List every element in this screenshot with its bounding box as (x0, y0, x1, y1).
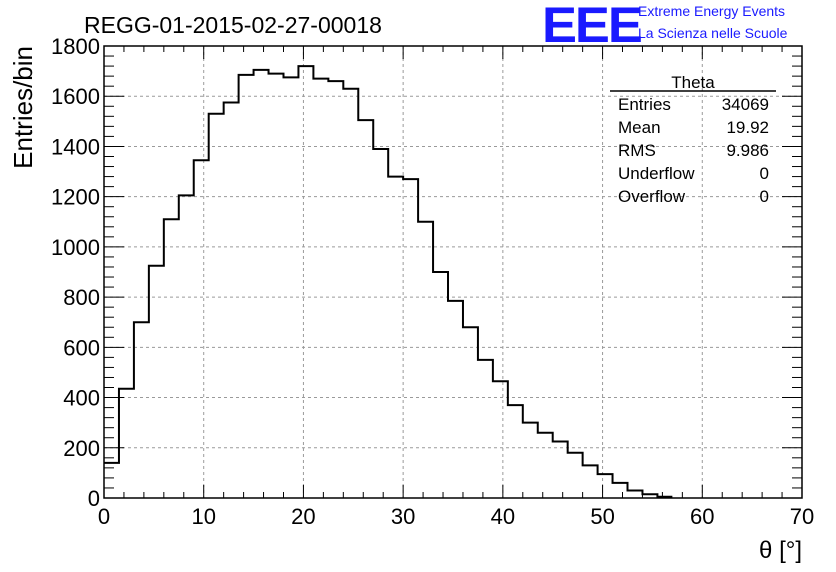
y-tick-label: 600 (63, 335, 100, 360)
histogram-bin (283, 77, 298, 498)
y-tick-label: 1400 (51, 134, 100, 159)
histogram-bin (254, 70, 269, 498)
stats-title: Theta (671, 73, 715, 92)
stats-box: Theta Entries 34069 Mean 19.92 RMS 9.986 Under… (610, 73, 776, 206)
x-tick-label: 50 (590, 504, 614, 529)
x-axis-label: θ [°] (759, 537, 802, 564)
histogram-bin (269, 74, 284, 498)
x-tick-label: 20 (291, 504, 315, 529)
histogram-bin (164, 219, 179, 498)
x-tick-label: 60 (690, 504, 714, 529)
y-tick-label: 1200 (51, 185, 100, 210)
histogram-bin (149, 266, 164, 498)
histogram-bin (224, 103, 239, 499)
stats-rows: Entries 34069 Mean 19.92 RMS 9.986 Underflow 0 O… (618, 95, 769, 206)
y-tick-label: 400 (63, 386, 100, 411)
histogram-bin (463, 327, 478, 498)
y-tick-label: 0 (88, 486, 100, 511)
histogram-bin (598, 474, 613, 498)
grid-layer (104, 46, 802, 498)
histogram-bin (403, 179, 418, 498)
tick-labels: 0 10 20 30 40 50 60 70 0 200 400 600 800 1000 1200 1400… (51, 34, 814, 529)
histogram-bin (179, 195, 194, 498)
histogram-bin (553, 442, 568, 499)
histogram-line (104, 65, 673, 498)
histogram-bin (328, 81, 343, 498)
x-tick-label: 10 (191, 504, 215, 529)
chart-title: REGG-01-2015-02-27-00018 (84, 12, 382, 38)
y-tick-label: 1000 (51, 235, 100, 260)
x-tick-label: 0 (98, 504, 110, 529)
logo-line-2: La Scienza nelle Scuole (638, 25, 788, 41)
histogram-bin (478, 360, 493, 498)
histogram-bin (418, 222, 433, 498)
histogram-bin (134, 322, 149, 498)
histogram-bin (613, 483, 628, 498)
stats-value: 9.986 (726, 141, 769, 160)
stats-value: 0 (760, 164, 769, 183)
y-tick-label: 1600 (51, 84, 100, 109)
histogram-bin (538, 433, 553, 498)
histogram-bin (448, 301, 463, 498)
histogram-bin (343, 89, 358, 498)
histogram-bin (388, 177, 403, 498)
stats-label: Mean (618, 118, 661, 137)
histogram-bin (298, 66, 313, 498)
histogram-bin (209, 114, 224, 498)
histogram-bin (433, 272, 448, 498)
x-tick-label: 30 (391, 504, 415, 529)
y-tick-label: 800 (63, 285, 100, 310)
logo-mark: EEE (542, 0, 643, 53)
eee-logo: EEE Extreme Energy Events La Scienza nel… (542, 0, 834, 53)
histogram-bin (493, 381, 508, 498)
stats-label: Underflow (618, 164, 695, 183)
axis-ticks (103, 45, 803, 499)
histogram-bin (239, 75, 254, 498)
histogram-bin (373, 149, 388, 498)
histogram-series (104, 65, 673, 499)
stats-label: Entries (618, 95, 671, 114)
logo-line-1: Extreme Energy Events (638, 3, 786, 19)
histogram-bin (628, 490, 643, 498)
y-axis-label: Entries/bin (8, 46, 38, 169)
histogram-bin (583, 465, 598, 498)
y-tick-label: 200 (63, 436, 100, 461)
histogram-bin (508, 405, 523, 498)
histogram-bin (313, 79, 328, 498)
stats-value: 19.92 (726, 118, 769, 137)
stats-value: 0 (760, 187, 769, 206)
stats-value: 34069 (722, 95, 769, 114)
stats-label: Overflow (618, 187, 686, 206)
histogram-bin (358, 120, 373, 498)
plot-frame (103, 45, 803, 499)
stats-label: RMS (618, 141, 656, 160)
x-tick-label: 40 (491, 504, 515, 529)
x-tick-label: 70 (790, 504, 814, 529)
y-tick-label: 1800 (51, 34, 100, 59)
histogram-bin (119, 389, 134, 498)
histogram-bin (523, 423, 538, 498)
histogram-bin (568, 453, 583, 498)
